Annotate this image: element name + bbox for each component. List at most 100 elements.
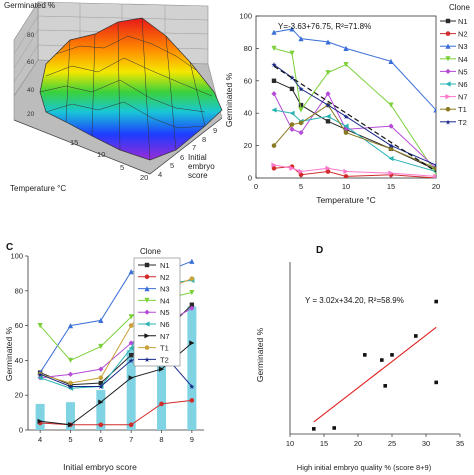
surface-z-tick: 80 <box>27 32 35 39</box>
panel-c-point-N7 <box>37 418 43 424</box>
panel-b-point-N3 <box>298 36 304 42</box>
panel-b-point-N4 <box>289 50 295 56</box>
panel-c-point-N5 <box>98 366 104 372</box>
panel-b-legend-marker-N5 <box>445 68 451 74</box>
panel-c-legend-label: N2 <box>160 273 170 282</box>
panel-d-x-tick-label: 20 <box>354 439 362 448</box>
panel-b-point-N4 <box>343 62 349 68</box>
panel-d-point <box>383 384 387 388</box>
panel-c-point-N1 <box>189 302 195 307</box>
panel-b-series-line-N5 <box>273 92 436 169</box>
surface-temp-tick: 5 <box>120 163 124 172</box>
panel-c-legend-label: N7 <box>160 332 170 341</box>
panel-b-point-N1 <box>289 86 295 92</box>
panel-c-point-N2 <box>128 422 134 428</box>
panel-c-legend-marker-N2 <box>144 274 150 280</box>
surface-z-tick: 40 <box>27 87 35 94</box>
panel-d-point <box>414 334 418 338</box>
panel-c-y-tick-label: 60 <box>15 321 23 330</box>
panel-d-point <box>363 353 367 357</box>
panel-c-point-T2: ★ <box>67 383 73 391</box>
panel-c-legend-label: N3 <box>160 285 170 294</box>
panel-c-point-N4 <box>98 343 104 350</box>
panel-c-point-N2 <box>98 422 104 428</box>
panel-c-letter: C <box>6 242 13 253</box>
panel-b-legend-label: N6 <box>458 80 468 89</box>
panel-c-y-tick-label: 100 <box>10 252 23 261</box>
panel-d-point <box>434 380 438 385</box>
panel-b-point-N1 <box>271 78 277 83</box>
panel-b-x-tick-label: 10 <box>342 182 350 191</box>
panel-b-point-T1 <box>433 165 436 171</box>
panel-b-point-T2: ★ <box>325 102 331 110</box>
panel-c-x-label: Initial embryo score <box>63 462 137 472</box>
panel-b-point-T1 <box>343 130 349 135</box>
panel-d-point <box>380 358 384 362</box>
panel-c-bar <box>157 346 167 430</box>
panel-b-legend-marker-T2: ★ <box>445 118 451 126</box>
panel-c-point-N7 <box>158 366 165 372</box>
panel-b-point-N7 <box>325 165 331 171</box>
panel-b-legend-marker-N2 <box>445 31 451 36</box>
panel-c-legend-marker-T2: ★ <box>144 356 150 364</box>
surface-z-tick: 20 <box>27 111 35 118</box>
panel-b-point-N3 <box>343 45 349 51</box>
panel-d-point <box>332 426 336 430</box>
panel-c-point-N3 <box>189 258 195 264</box>
panel-c-point-N4 <box>67 357 74 363</box>
surface-temp-tick: 15 <box>70 138 78 147</box>
panel-b-legend-label: N3 <box>458 42 468 51</box>
panel-b-point-T1 <box>289 122 295 127</box>
panel-c-point-N3 <box>98 317 104 323</box>
surface-score-tick: 8 <box>202 135 206 144</box>
panel-b-y-tick-label: 20 <box>244 141 252 150</box>
panel-c-legend-marker-N1 <box>144 262 150 268</box>
panel-d-point <box>312 427 316 431</box>
panel-d-point <box>434 299 438 304</box>
panel-c-legend-marker-N4 <box>144 297 150 303</box>
panel-b-point-N7 <box>388 170 394 176</box>
panel-d-point <box>390 353 394 357</box>
panel-b-point-N1 <box>325 119 331 124</box>
panel-b-point-N5 <box>298 130 304 136</box>
panel-c-x-tick-label: 4 <box>38 435 42 444</box>
panel-b-point-N6 <box>271 107 277 113</box>
panel-d-regression-text: Y = 3.02x+34.20, R²=58.9% <box>305 296 404 305</box>
panel-b-series-line-T2 <box>273 64 436 166</box>
panel-c-point-N4 <box>189 289 195 296</box>
panel-c-y-tick-label: 80 <box>15 286 23 295</box>
panel-b-legend-label: N5 <box>458 67 468 76</box>
panel-c-bar <box>187 306 197 430</box>
panel-c-point-N6 <box>128 345 134 351</box>
panel-c-x-tick-label: 9 <box>190 435 194 444</box>
panel-c-point-N2 <box>159 401 164 407</box>
panel-c-point-N4 <box>37 323 43 329</box>
panel-c-y-tick-label: 0 <box>19 426 23 435</box>
panel-b-y-label: Germinated % <box>224 72 234 127</box>
panel-c-legend-title: Clone <box>140 247 161 256</box>
panel-c-legend-label: N4 <box>160 296 170 305</box>
panel-b-point-N7 <box>289 165 295 171</box>
panel-c-legend-marker-N5 <box>144 309 150 315</box>
panel-b-x-tick-label: 15 <box>387 182 395 191</box>
surface-temperature-label: Temperature °C <box>10 184 66 193</box>
surface-temp-tick: 10 <box>97 150 105 159</box>
panel-b-series-line-N3 <box>273 28 436 111</box>
panel-b-point-N2 <box>325 169 331 174</box>
panel-b-point-N5 <box>271 91 277 97</box>
panel-b-legend-label: N1 <box>458 17 468 26</box>
panel-b-regression-text: Y=-3.63+76.75, R²=71.8% <box>278 22 371 31</box>
surface-mesh <box>39 17 223 161</box>
surface-embryo-score-label: Initial embryo score <box>188 153 215 180</box>
panel-b-point-N6 <box>289 110 295 116</box>
panel-c-legend-marker-T1 <box>144 345 150 350</box>
panel-b-point-T1 <box>271 143 277 148</box>
panel-b-legend-marker-T1 <box>445 106 451 112</box>
panel-b-y-tick-label: 60 <box>244 76 252 85</box>
panel-b-point-N3 <box>289 26 295 32</box>
panel-b-point-N2 <box>298 172 304 178</box>
panel-b-point-T1 <box>388 146 394 152</box>
panel-b-point-T2: ★ <box>298 85 304 93</box>
panel-b-legend-marker-N6 <box>445 81 451 87</box>
